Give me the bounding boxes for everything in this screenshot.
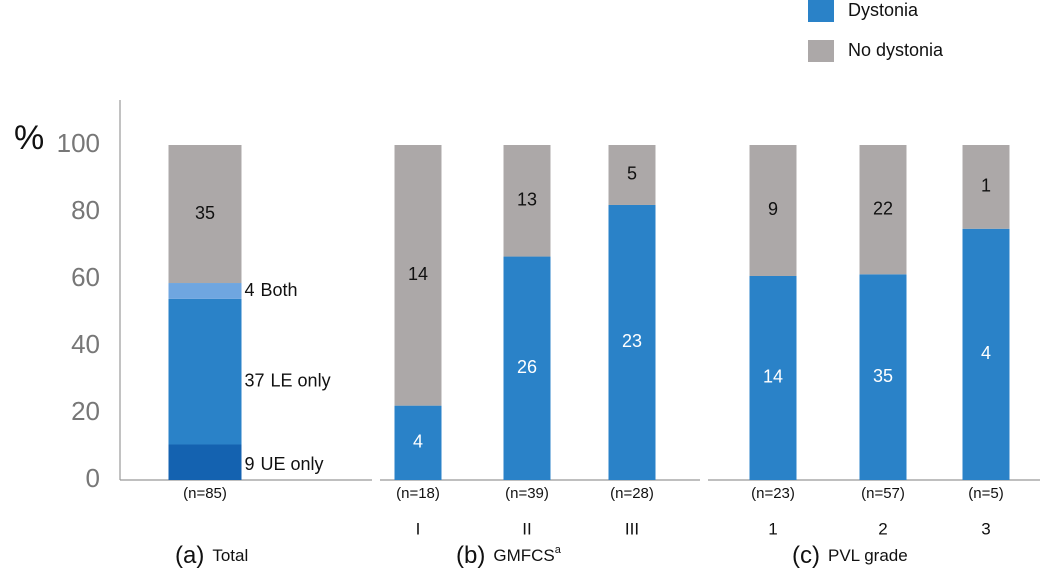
- data-label: 9: [245, 454, 255, 474]
- bar-segment: [503, 145, 551, 257]
- y-tick-label: 60: [71, 262, 100, 292]
- series-name: LE only: [271, 370, 331, 390]
- data-label: 5: [627, 164, 637, 184]
- data-label: 35: [195, 203, 215, 223]
- side-label: 37 LE only: [245, 370, 331, 390]
- y-axis-label: %: [14, 119, 44, 157]
- group-name: PVL grade: [828, 546, 908, 565]
- bar-segment: [608, 204, 656, 480]
- bar-segment: [859, 274, 907, 480]
- x-tick-label: I: [416, 519, 421, 538]
- data-label: 35: [873, 366, 893, 386]
- group-superscript: a: [555, 544, 562, 556]
- bar-segment: [394, 405, 442, 480]
- series-name: UE only: [261, 454, 324, 474]
- n-label: (n=5): [968, 485, 1003, 502]
- side-label: 4 Both: [245, 280, 298, 300]
- x-tick-label: 2: [878, 519, 887, 538]
- bar-segment: [168, 298, 242, 445]
- group-letter: (b): [456, 542, 485, 569]
- bar-segment: [168, 444, 242, 480]
- group-title: (b) GMFCSa: [456, 542, 562, 569]
- group-letter: (a): [175, 542, 204, 569]
- data-label: 4: [981, 343, 991, 363]
- bar-segment: [168, 283, 242, 299]
- bar-segment: [503, 256, 551, 480]
- y-tick-label: 40: [71, 329, 100, 359]
- data-label: 9: [768, 199, 778, 219]
- data-label: 37: [245, 370, 265, 390]
- data-label: 4: [413, 432, 423, 452]
- y-tick-label: 80: [71, 195, 100, 225]
- n-label: (n=23): [751, 485, 795, 502]
- n-label: (n=18): [396, 485, 440, 502]
- y-tick-label: 20: [71, 396, 100, 426]
- series-name: Both: [261, 280, 298, 300]
- bar-segment: [749, 145, 797, 276]
- n-label: (n=28): [610, 485, 654, 502]
- x-tick-label: 1: [768, 519, 777, 538]
- legend-label: No dystonia: [848, 40, 944, 60]
- legend-label: Dystonia: [848, 0, 919, 20]
- bar-segment: [608, 145, 656, 205]
- data-label: 4: [245, 280, 255, 300]
- bar-segment: [168, 145, 242, 284]
- group-title: (c) PVL grade: [792, 542, 908, 569]
- data-label: 23: [622, 331, 642, 351]
- data-label: 14: [408, 264, 428, 284]
- x-tick-label: II: [522, 519, 531, 538]
- data-label: 1: [981, 176, 991, 196]
- bar-segment: [749, 275, 797, 480]
- y-tick-label: 0: [86, 463, 100, 493]
- data-label: 14: [763, 367, 783, 387]
- n-label: (n=85): [183, 485, 227, 502]
- legend-swatch: [808, 0, 834, 22]
- bar-segment: [962, 145, 1010, 229]
- bar-segment: [394, 145, 442, 406]
- y-tick-label: 100: [57, 128, 100, 158]
- side-label: 9 UE only: [245, 454, 324, 474]
- n-label: (n=57): [861, 485, 905, 502]
- x-tick-label: 3: [981, 519, 990, 538]
- group-title: (a) Total: [175, 542, 248, 569]
- x-tick-label: III: [625, 519, 639, 538]
- data-label: 22: [873, 198, 893, 218]
- data-label: 13: [517, 190, 537, 210]
- group-name: GMFCS: [493, 546, 554, 565]
- bar-segment: [859, 145, 907, 275]
- group-letter: (c): [792, 542, 820, 569]
- bar-segment: [962, 228, 1010, 480]
- n-label: (n=39): [505, 485, 549, 502]
- group-name: Total: [212, 546, 248, 565]
- data-label: 26: [517, 357, 537, 377]
- legend-swatch: [808, 40, 834, 62]
